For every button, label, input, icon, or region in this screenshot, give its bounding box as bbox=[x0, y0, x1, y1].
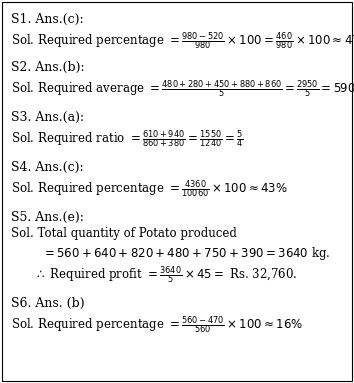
Text: Sol. Required ratio $= \frac{610+940}{860+380} = \frac{1550}{1240} = \frac{5}{4}: Sol. Required ratio $= \frac{610+940}{86… bbox=[11, 128, 243, 150]
Text: S3. Ans.(a):: S3. Ans.(a): bbox=[11, 111, 84, 124]
Text: $\therefore$ Required profit $= \frac{3640}{5} \times 45 =$ Rs. 32,760.: $\therefore$ Required profit $= \frac{36… bbox=[34, 264, 297, 286]
Text: S2. Ans.(b):: S2. Ans.(b): bbox=[11, 61, 84, 74]
Text: Sol. Required percentage $= \frac{4360}{10060} \times 100 \approx 43\%$: Sol. Required percentage $= \frac{4360}{… bbox=[11, 178, 287, 200]
Text: S1. Ans.(c):: S1. Ans.(c): bbox=[11, 13, 83, 26]
Text: Sol. Required percentage $= \frac{560-470}{560} \times 100 \approx 16\%$: Sol. Required percentage $= \frac{560-47… bbox=[11, 314, 303, 336]
Text: S6. Ans. (b): S6. Ans. (b) bbox=[11, 297, 84, 310]
Text: Sol. Required percentage $= \frac{980-520}{980} \times 100 = \frac{460}{980} \ti: Sol. Required percentage $= \frac{980-52… bbox=[11, 31, 354, 52]
Text: Sol. Total quantity of Potato produced: Sol. Total quantity of Potato produced bbox=[11, 227, 236, 240]
Text: $= 560 + 640 + 820 + 480 + 750 + 390 = 3640$ kg.: $= 560 + 640 + 820 + 480 + 750 + 390 = 3… bbox=[42, 245, 331, 262]
Text: S5. Ans.(e):: S5. Ans.(e): bbox=[11, 211, 84, 224]
Text: S4. Ans.(c):: S4. Ans.(c): bbox=[11, 161, 83, 174]
Text: Sol. Required average $= \frac{480+280+450+880+860}{5} = \frac{2950}{5} = 590\,k: Sol. Required average $= \frac{480+280+4… bbox=[11, 79, 354, 100]
